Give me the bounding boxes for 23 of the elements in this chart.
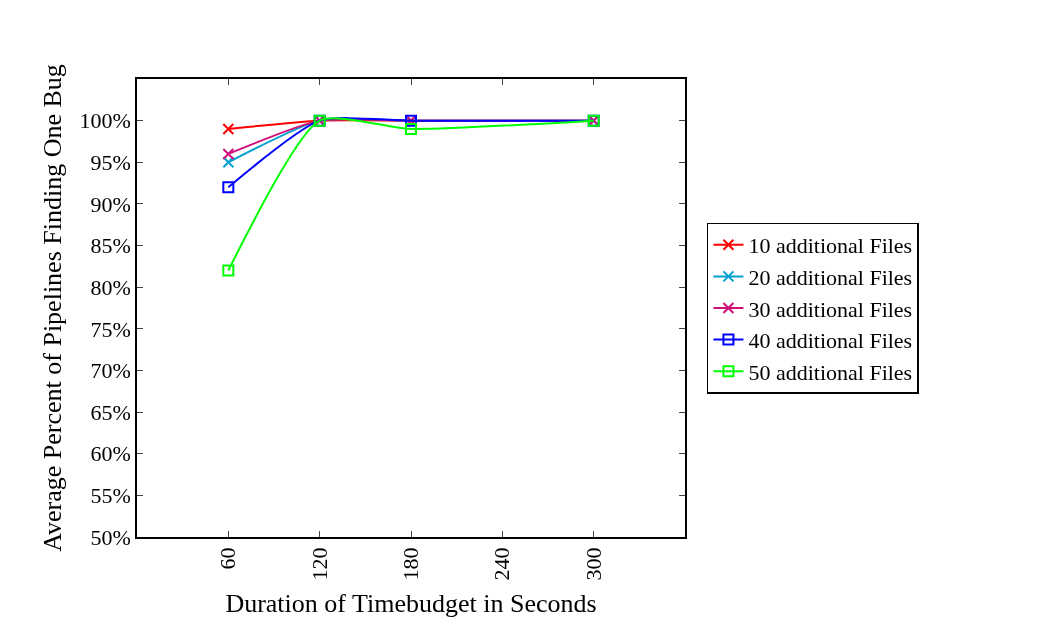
- x-axis-title: Duration of Timebudget in Seconds: [225, 588, 597, 618]
- x-tick-label: 60: [215, 547, 241, 570]
- y-tick-label: 75%: [90, 316, 131, 342]
- legend-label: 50 additional Files: [748, 359, 913, 385]
- y-tick-label: 100%: [79, 108, 131, 134]
- legend-label: 10 additional Files: [748, 233, 913, 259]
- y-tick-label: 95%: [90, 149, 131, 175]
- y-tick-label: 70%: [90, 358, 131, 384]
- x-tick-label: 300: [580, 547, 606, 581]
- legend-label: 30 additional Files: [748, 296, 913, 322]
- y-tick-label: 60%: [90, 441, 131, 467]
- legend-label: 20 additional Files: [748, 264, 913, 290]
- y-tick-label: 85%: [90, 233, 131, 259]
- x-tick-label: 120: [306, 547, 332, 581]
- y-tick-label: 80%: [90, 274, 131, 300]
- y-tick-label: 90%: [90, 191, 131, 217]
- y-tick-label: 65%: [90, 399, 131, 425]
- x-tick-label: 180: [398, 547, 424, 581]
- y-tick-label: 50%: [90, 524, 131, 550]
- y-axis-title: Average Percent of Pipelines Finding One Bug: [38, 64, 68, 552]
- y-tick-label: 55%: [90, 483, 131, 509]
- x-tick-label: 240: [489, 547, 515, 581]
- legend-label: 40 additional Files: [748, 328, 913, 354]
